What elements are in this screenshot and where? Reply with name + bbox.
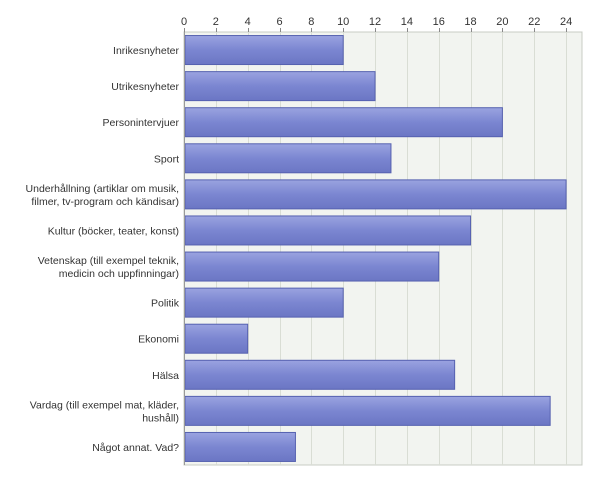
bar-11 (184, 395, 551, 426)
category-label: Personintervjuer (103, 117, 180, 129)
bar-7 (184, 251, 440, 282)
category-label: Vetenskap (till exempel teknik, medicin o… (38, 255, 179, 280)
bar-6 (184, 215, 472, 246)
x-tick-label: 20 (496, 16, 508, 28)
category-label: Utrikesnyheter (111, 81, 179, 93)
bar-5 (184, 179, 567, 210)
bar-9 (184, 323, 249, 354)
category-label: Politik (151, 298, 180, 310)
x-tick-label: 12 (369, 16, 381, 28)
bar-10 (184, 359, 456, 390)
bar-1 (184, 35, 344, 66)
category-label: Underhållning (artiklar om musik, filmer,… (26, 183, 179, 208)
plot-area (183, 31, 583, 466)
bar-8 (184, 287, 344, 318)
category-label: Ekonomi (138, 334, 179, 346)
category-label: Kultur (böcker, teater, konst) (48, 225, 179, 237)
x-tick-label: 8 (308, 16, 314, 28)
x-tick-label: 4 (245, 16, 251, 28)
category-label: Inrikesnyheter (113, 45, 179, 57)
x-tick-label: 22 (528, 16, 540, 28)
category-label: Vardag (till exempel mat, kläder, hushåll… (30, 399, 179, 424)
category-label: Något annat. Vad? (92, 442, 179, 454)
category-label: Sport (154, 153, 179, 165)
x-tick-label: 16 (433, 16, 445, 28)
x-tick-label: 2 (213, 16, 219, 28)
bar-3 (184, 107, 503, 138)
bar-12 (184, 431, 296, 462)
x-tick-label: 6 (276, 16, 282, 28)
bar-4 (184, 143, 392, 174)
x-tick-label: 24 (560, 16, 572, 28)
x-tick-label: 18 (464, 16, 476, 28)
x-tick-label: 0 (181, 16, 187, 28)
x-tick-label: 14 (401, 16, 413, 28)
category-label: Hälsa (152, 370, 179, 382)
bar-2 (184, 71, 376, 102)
x-tick-label: 10 (337, 16, 349, 28)
